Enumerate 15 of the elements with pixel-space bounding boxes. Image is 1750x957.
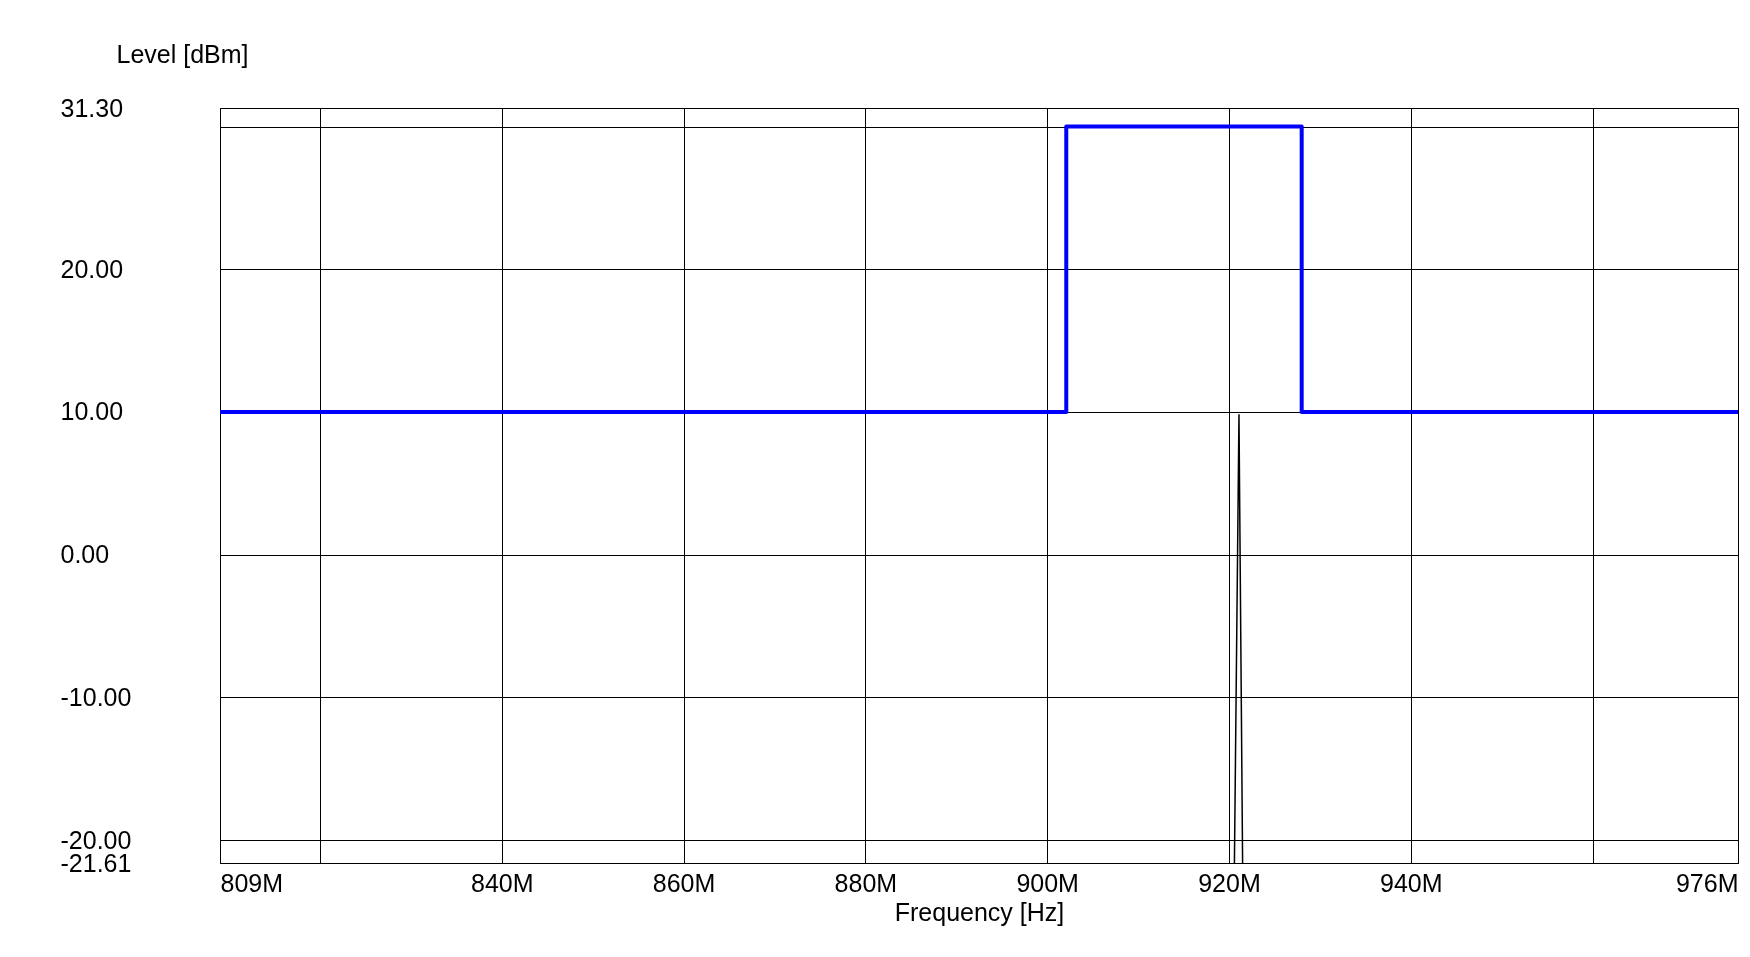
x-tick-label: 809M [220, 868, 284, 897]
x-tick-label: 900M [1016, 868, 1079, 897]
y-tick-label: 0.00 [60, 540, 110, 569]
x-tick-label: 940M [1379, 868, 1443, 897]
y-tick-label: -10.00 [60, 682, 132, 711]
y-tick-label: 31.30 [60, 93, 124, 122]
x-axis-title: Frequency [Hz] [894, 897, 1065, 926]
y-axis-title: Level [dBm] [116, 39, 249, 68]
x-tick-label: 976M [1675, 868, 1739, 897]
x-tick-label: 840M [471, 868, 534, 897]
x-tick-label: 860M [652, 868, 716, 897]
y-tick-label: 10.00 [60, 397, 124, 426]
x-tick-label: 880M [834, 868, 898, 897]
y-tick-label: 20.00 [60, 254, 124, 283]
x-tick-label: 920M [1198, 868, 1261, 897]
